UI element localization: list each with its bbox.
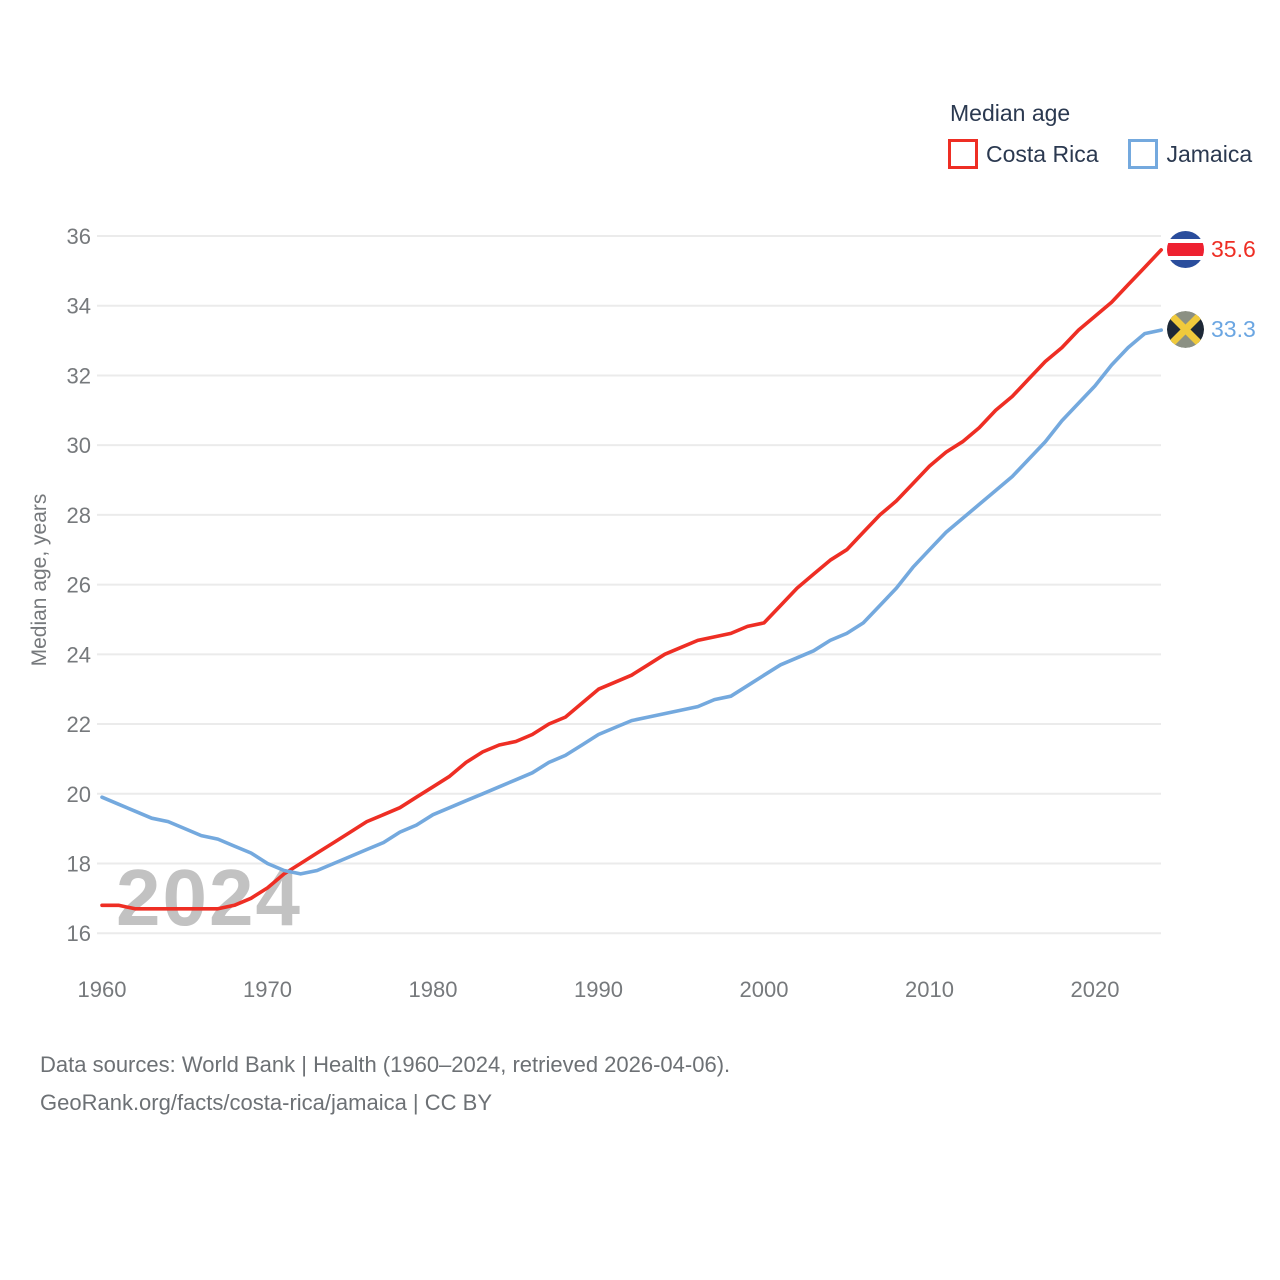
footer: Data sources: World Bank | Health (1960–…: [40, 1046, 730, 1122]
y-tick-label: 24: [67, 642, 91, 667]
legend-label-costa-rica: Costa Rica: [986, 140, 1099, 167]
legend-item-jamaica[interactable]: Jamaica: [1128, 139, 1252, 169]
jamaica-end-label: 33.3: [1167, 311, 1256, 348]
x-tick-label: 1960: [78, 977, 127, 1002]
y-tick-label: 32: [67, 363, 91, 388]
y-tick-label: 16: [67, 921, 91, 946]
attribution-line: GeoRank.org/facts/costa-rica/jamaica | C…: [40, 1090, 492, 1115]
costa-rica-line: [100, 248, 1163, 911]
x-tick-label: 1980: [409, 977, 458, 1002]
y-tick-label: 30: [67, 433, 91, 458]
jamaica-line: [100, 328, 1163, 876]
y-tick-label: 28: [67, 503, 91, 528]
x-tick-label: 2000: [740, 977, 789, 1002]
jamaica-flag-icon: [1167, 311, 1204, 348]
y-tick-label: 18: [67, 851, 91, 876]
costa-rica-end-label: 35.6: [1167, 231, 1256, 268]
legend-item-costa-rica[interactable]: Costa Rica: [948, 139, 1098, 169]
median-age-line-chart: 16 18 20 22 24 26 28 30 32 34 36 1960 1970 1980 1990 20…: [28, 224, 1163, 1002]
x-tick-label: 1970: [243, 977, 292, 1002]
y-tick-label: 20: [67, 782, 91, 807]
x-tick-label: 2010: [905, 977, 954, 1002]
y-tick-label: 26: [67, 573, 91, 598]
y-tick-label: 34: [67, 294, 91, 319]
data-sources-line: Data sources: World Bank | Health (1960–…: [40, 1052, 731, 1077]
x-tick-label: 1990: [574, 977, 623, 1002]
costa-rica-swatch-icon: [948, 139, 978, 169]
legend-title: Median age: [950, 100, 1071, 126]
y-tick-label: 36: [67, 224, 91, 249]
watermark-year: 2024: [116, 853, 302, 942]
y-tick-label: 22: [67, 712, 91, 737]
jamaica-swatch-icon: [1128, 139, 1159, 169]
costa-rica-flag-icon: [1167, 231, 1204, 268]
jamaica-end-value: 33.3: [1211, 316, 1256, 342]
legend: Median age Costa Rica Jamaica: [948, 100, 1252, 169]
x-tick-label: 2020: [1071, 977, 1120, 1002]
costa-rica-end-value: 35.6: [1211, 236, 1256, 262]
legend-label-jamaica: Jamaica: [1166, 140, 1253, 167]
y-axis-title: Median age, years: [28, 494, 51, 667]
